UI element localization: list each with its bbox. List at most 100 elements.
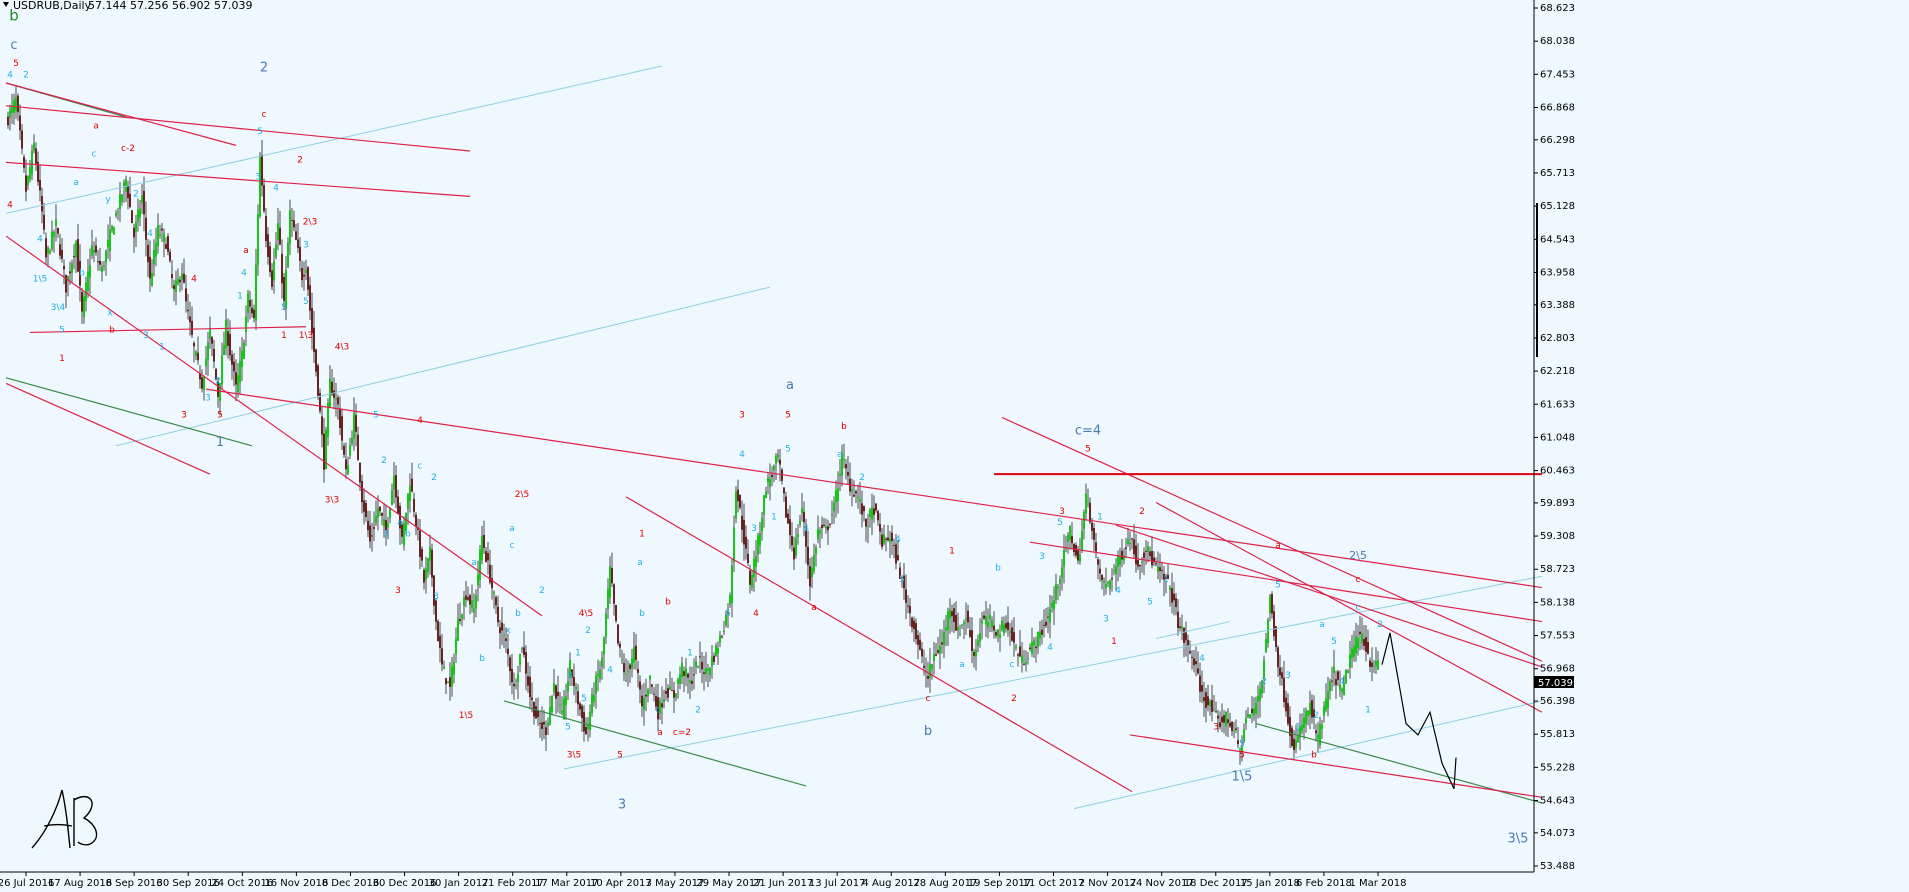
- trendline-red[interactable]: [5, 82, 237, 146]
- wave-label: 1\5: [33, 274, 47, 284]
- candle-body: [1339, 684, 1341, 690]
- candle-body: [29, 167, 31, 180]
- candle-body: [981, 620, 983, 624]
- candle-body: [411, 478, 413, 492]
- trendline-light-blue[interactable]: [1073, 700, 1543, 810]
- candle-body: [1299, 726, 1301, 738]
- candle-body: [479, 549, 481, 580]
- x-tick-label: 6 Feb 2018: [1296, 878, 1352, 889]
- trendline-red[interactable]: [5, 235, 543, 617]
- y-tick-label: 57.553: [1540, 631, 1575, 642]
- candle-body: [157, 225, 159, 247]
- candle-body: [1345, 669, 1347, 684]
- candle-body: [683, 671, 685, 676]
- candle-body: [681, 662, 683, 678]
- candle-body: [485, 551, 487, 562]
- wave-label: 4: [7, 201, 13, 211]
- candle-body: [285, 269, 287, 309]
- trendline-red[interactable]: [29, 326, 307, 334]
- candle-body: [223, 345, 225, 355]
- trendline-red[interactable]: [1115, 524, 1543, 668]
- trendline-red[interactable]: [1001, 416, 1543, 662]
- trendline-red[interactable]: [1129, 734, 1543, 798]
- candle-body: [959, 633, 961, 635]
- candle-body: [835, 490, 837, 503]
- candle-body: [941, 642, 943, 645]
- y-tick-label: 62.803: [1540, 333, 1575, 344]
- candle-body: [657, 697, 659, 720]
- trendline-red[interactable]: [625, 496, 1133, 793]
- candle-body: [385, 520, 387, 531]
- candle-body: [1107, 582, 1109, 584]
- trendline-light-blue[interactable]: [563, 575, 1543, 770]
- wave-label: 3: [255, 172, 261, 182]
- trendline-red[interactable]: [5, 161, 471, 197]
- candle-body: [715, 645, 717, 657]
- wave-label: 1\5: [1232, 769, 1253, 784]
- candle-body: [277, 222, 279, 241]
- wave-label: 5: [785, 410, 791, 420]
- candle-body: [323, 433, 325, 470]
- candle-body: [203, 377, 205, 390]
- wave-label: b: [665, 598, 671, 608]
- wave-label: 1: [1295, 722, 1301, 732]
- trendline-red[interactable]: [5, 105, 471, 152]
- candle-body: [509, 657, 511, 672]
- candle-body: [245, 316, 247, 332]
- candle-body: [355, 415, 357, 432]
- trendline-green[interactable]: [503, 700, 807, 787]
- wave-label: 3: [1039, 552, 1045, 562]
- candle-body: [1335, 679, 1337, 685]
- candle-body: [719, 635, 721, 643]
- trendline-red[interactable]: [5, 382, 211, 475]
- candle-body: [169, 251, 171, 261]
- wave-label: 1: [1097, 513, 1103, 523]
- candle-body: [1039, 631, 1041, 639]
- trendline-light-blue[interactable]: [1155, 621, 1231, 640]
- candle-body: [1221, 716, 1223, 723]
- trendline-red[interactable]: [1029, 541, 1543, 623]
- candle-body: [103, 265, 105, 267]
- candle-body: [901, 576, 903, 578]
- trendline-green[interactable]: [5, 377, 253, 447]
- candle-body: [1185, 632, 1187, 641]
- candle-body: [939, 645, 941, 654]
- trendline-red[interactable]: [205, 388, 1543, 589]
- candle-body: [1203, 697, 1205, 702]
- candle-body: [1129, 542, 1131, 545]
- candle-body: [1215, 711, 1217, 713]
- candle-body: [1313, 709, 1315, 718]
- candle-body: [289, 210, 291, 244]
- candle-body: [463, 597, 465, 606]
- candle-body: [481, 535, 483, 561]
- candle-body: [635, 645, 637, 660]
- candle-body: [675, 693, 677, 698]
- candle-body: [403, 523, 405, 546]
- wave-label: 5: [303, 297, 309, 307]
- forecast-path[interactable]: [1381, 632, 1457, 790]
- candle-body: [915, 623, 917, 640]
- candle-body: [819, 530, 821, 534]
- wave-label: c: [1356, 603, 1361, 613]
- candle-body: [1323, 706, 1325, 716]
- candle-body: [1321, 724, 1323, 729]
- trendline-red[interactable]: [1155, 501, 1543, 713]
- candle-body: [985, 616, 987, 625]
- candle-body: [705, 668, 707, 675]
- trendline-light-blue[interactable]: [5, 65, 663, 214]
- candle-body: [391, 490, 393, 506]
- wave-label: 4: [7, 70, 13, 80]
- candle-body: [353, 412, 355, 439]
- candle-body: [1061, 567, 1063, 578]
- candle-body: [567, 681, 569, 692]
- wave-label: 2: [539, 586, 545, 596]
- trendline-light-blue[interactable]: [115, 286, 771, 447]
- plot-area[interactable]: bc21ac=43b1\53\52\554ac-2b1345ac122\31\3…: [5, 7, 1543, 847]
- collapse-triangle-icon[interactable]: [3, 2, 9, 7]
- candle-body: [371, 535, 373, 537]
- wave-label: 4: [895, 535, 901, 545]
- candle-body: [553, 682, 555, 693]
- candle-body: [1261, 680, 1263, 694]
- candle-body: [963, 622, 965, 625]
